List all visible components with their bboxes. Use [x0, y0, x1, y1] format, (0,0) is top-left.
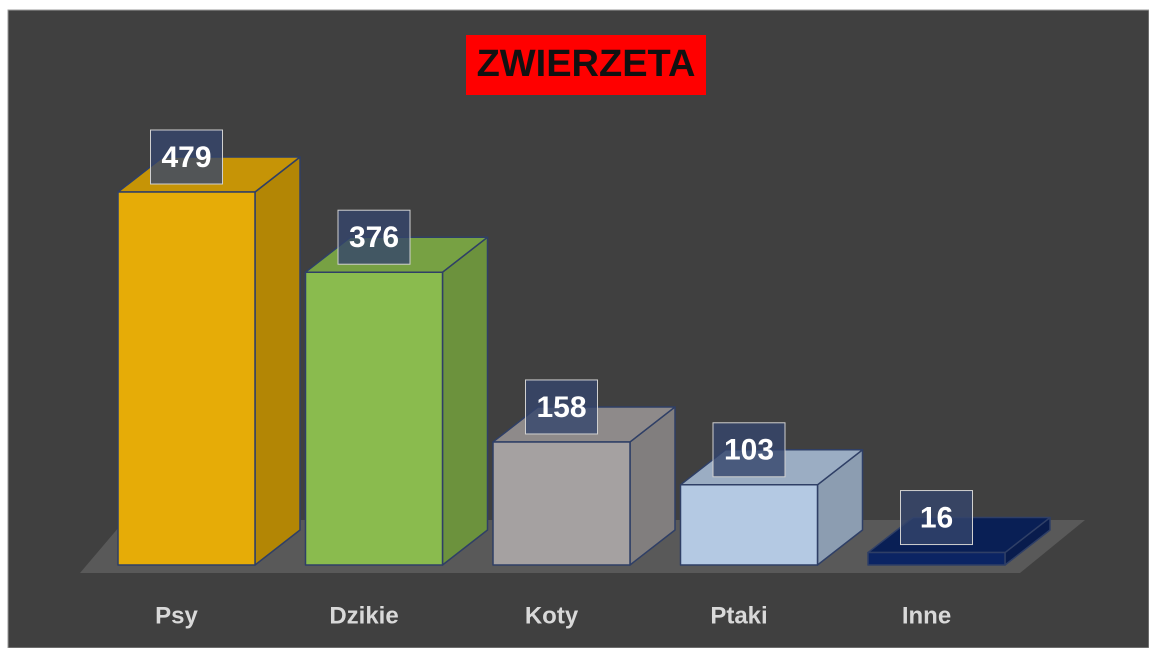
value-label-box: [150, 129, 223, 185]
x-tick-label: Koty: [525, 602, 579, 629]
title-box: [466, 35, 706, 95]
bar-front: [679, 484, 819, 566]
bar-side: [254, 156, 301, 566]
bar-front: [304, 271, 444, 566]
value-label: 376: [349, 221, 399, 254]
bar-front: [867, 551, 1006, 566]
x-tick-label: Dzikie: [329, 602, 398, 629]
x-tick-label: Psy: [155, 602, 198, 629]
value-label: 103: [724, 434, 774, 467]
bar-front: [492, 441, 631, 566]
x-tick-label: Ptaki: [710, 602, 767, 629]
value-label: 16: [920, 501, 953, 534]
x-tick-label: Inne: [902, 602, 951, 629]
value-label: 479: [161, 141, 211, 174]
bar-side: [441, 236, 489, 566]
bar-front: [117, 191, 256, 566]
bar: [117, 156, 301, 566]
value-label: 158: [536, 391, 586, 424]
value-label-box: [900, 490, 973, 546]
value-label-box: [337, 209, 411, 265]
chart-title: ZWIERZETA: [477, 43, 696, 85]
bar: [304, 236, 489, 566]
value-label-box: [525, 379, 598, 435]
value-label-box: [712, 422, 786, 478]
